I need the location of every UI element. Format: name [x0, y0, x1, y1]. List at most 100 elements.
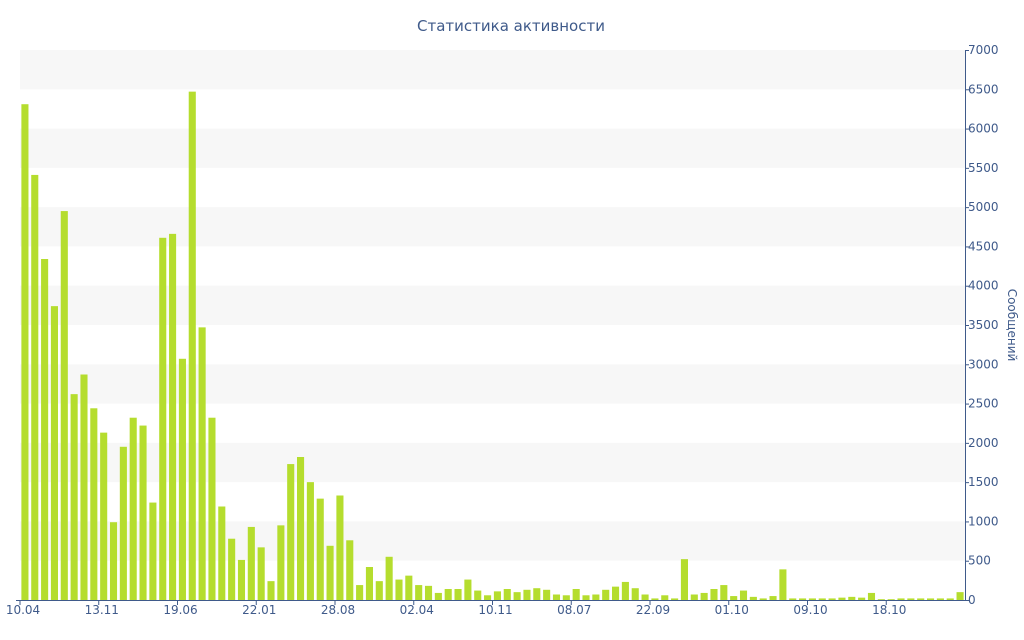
bar	[838, 597, 846, 600]
bar	[897, 598, 905, 600]
y-tick-label: 5500	[968, 161, 999, 175]
bar	[21, 104, 29, 601]
bar	[237, 559, 246, 600]
bar	[346, 540, 354, 600]
bar	[946, 598, 954, 600]
y-tick-label: 1000	[968, 514, 999, 528]
bar	[818, 598, 826, 600]
grid-bands	[20, 50, 965, 561]
bar	[257, 547, 265, 600]
grid-band	[20, 285, 965, 325]
y-tick-label: 6000	[968, 122, 999, 136]
bar	[395, 579, 403, 600]
bar	[759, 598, 767, 600]
bar	[572, 589, 580, 600]
x-tick-label: 02.04	[400, 603, 434, 617]
bar	[80, 374, 88, 600]
bar	[956, 592, 964, 600]
bar	[690, 594, 698, 600]
bar	[109, 522, 118, 600]
bar	[70, 394, 78, 600]
bar	[927, 598, 935, 600]
bar	[50, 306, 58, 600]
bar	[41, 259, 49, 600]
bar	[533, 588, 541, 600]
y-tick-label: 1500	[968, 475, 999, 489]
x-tick-label: 22.01	[242, 603, 276, 617]
grid-band	[20, 364, 965, 404]
bar	[749, 596, 757, 600]
y-tick-label: 7000	[968, 43, 999, 57]
x-tick-label: 10.11	[478, 603, 512, 617]
bar	[208, 417, 216, 600]
bar	[316, 498, 324, 600]
axes-group: 0 500 1000 1500 2000 2500 3000 3500 4000 4500 5000…	[6, 43, 999, 617]
y-tick-label: 2500	[968, 397, 999, 411]
bar	[710, 589, 718, 600]
bar	[631, 588, 639, 600]
bar	[326, 545, 334, 600]
bar	[680, 559, 688, 600]
bar	[365, 567, 373, 600]
bar	[434, 592, 442, 600]
x-tick-label: 22.09	[636, 603, 670, 617]
bar	[523, 589, 531, 600]
bar	[405, 575, 413, 600]
bar	[297, 457, 305, 600]
bar	[612, 586, 620, 600]
bar	[651, 598, 659, 600]
bar	[139, 425, 147, 600]
bar	[385, 556, 393, 600]
bar	[306, 482, 314, 600]
bar	[779, 569, 787, 600]
bar	[552, 594, 561, 600]
bar	[287, 464, 295, 600]
y-tick-label: 3000	[968, 357, 999, 371]
x-tick-label: 10.04	[6, 603, 40, 617]
bar	[661, 595, 669, 600]
y-tick-label: 4000	[968, 279, 999, 293]
bar	[720, 585, 728, 600]
bar	[375, 581, 383, 600]
bar	[129, 417, 137, 600]
bar	[513, 592, 521, 600]
y-tick-label: 3500	[968, 318, 999, 332]
bar	[336, 495, 344, 600]
grid-band	[20, 207, 965, 247]
bar	[769, 596, 777, 600]
y-tick-label: 4500	[968, 239, 999, 253]
bar	[424, 585, 433, 600]
y-tick-label: 0	[968, 593, 976, 607]
bar	[90, 408, 98, 600]
x-tick-label: 28.08	[321, 603, 355, 617]
chart-title: Статистика активности	[417, 17, 605, 35]
y-tick-label: 500	[968, 554, 991, 568]
bar	[169, 233, 177, 601]
y-tick-label: 5000	[968, 200, 999, 214]
bar	[277, 525, 285, 600]
bar	[415, 585, 423, 600]
bar	[808, 598, 816, 600]
bar	[936, 598, 944, 600]
bar	[218, 506, 226, 600]
bar	[562, 595, 570, 600]
bar	[700, 592, 708, 600]
bar	[789, 598, 797, 600]
bar	[848, 596, 856, 600]
bar	[917, 598, 925, 600]
x-tick-label: 01.10	[715, 603, 749, 617]
bar	[730, 596, 738, 600]
bar	[799, 598, 807, 600]
grid-band	[20, 50, 965, 90]
x-tick-label: 13.11	[85, 603, 119, 617]
y-axis-label: Сообщений	[1005, 289, 1019, 362]
bar	[444, 589, 452, 600]
bar	[602, 589, 610, 600]
bar	[641, 594, 649, 600]
bar	[877, 599, 885, 600]
bar	[198, 327, 206, 600]
bar	[887, 599, 895, 600]
bar	[493, 591, 501, 600]
bar	[867, 592, 876, 600]
